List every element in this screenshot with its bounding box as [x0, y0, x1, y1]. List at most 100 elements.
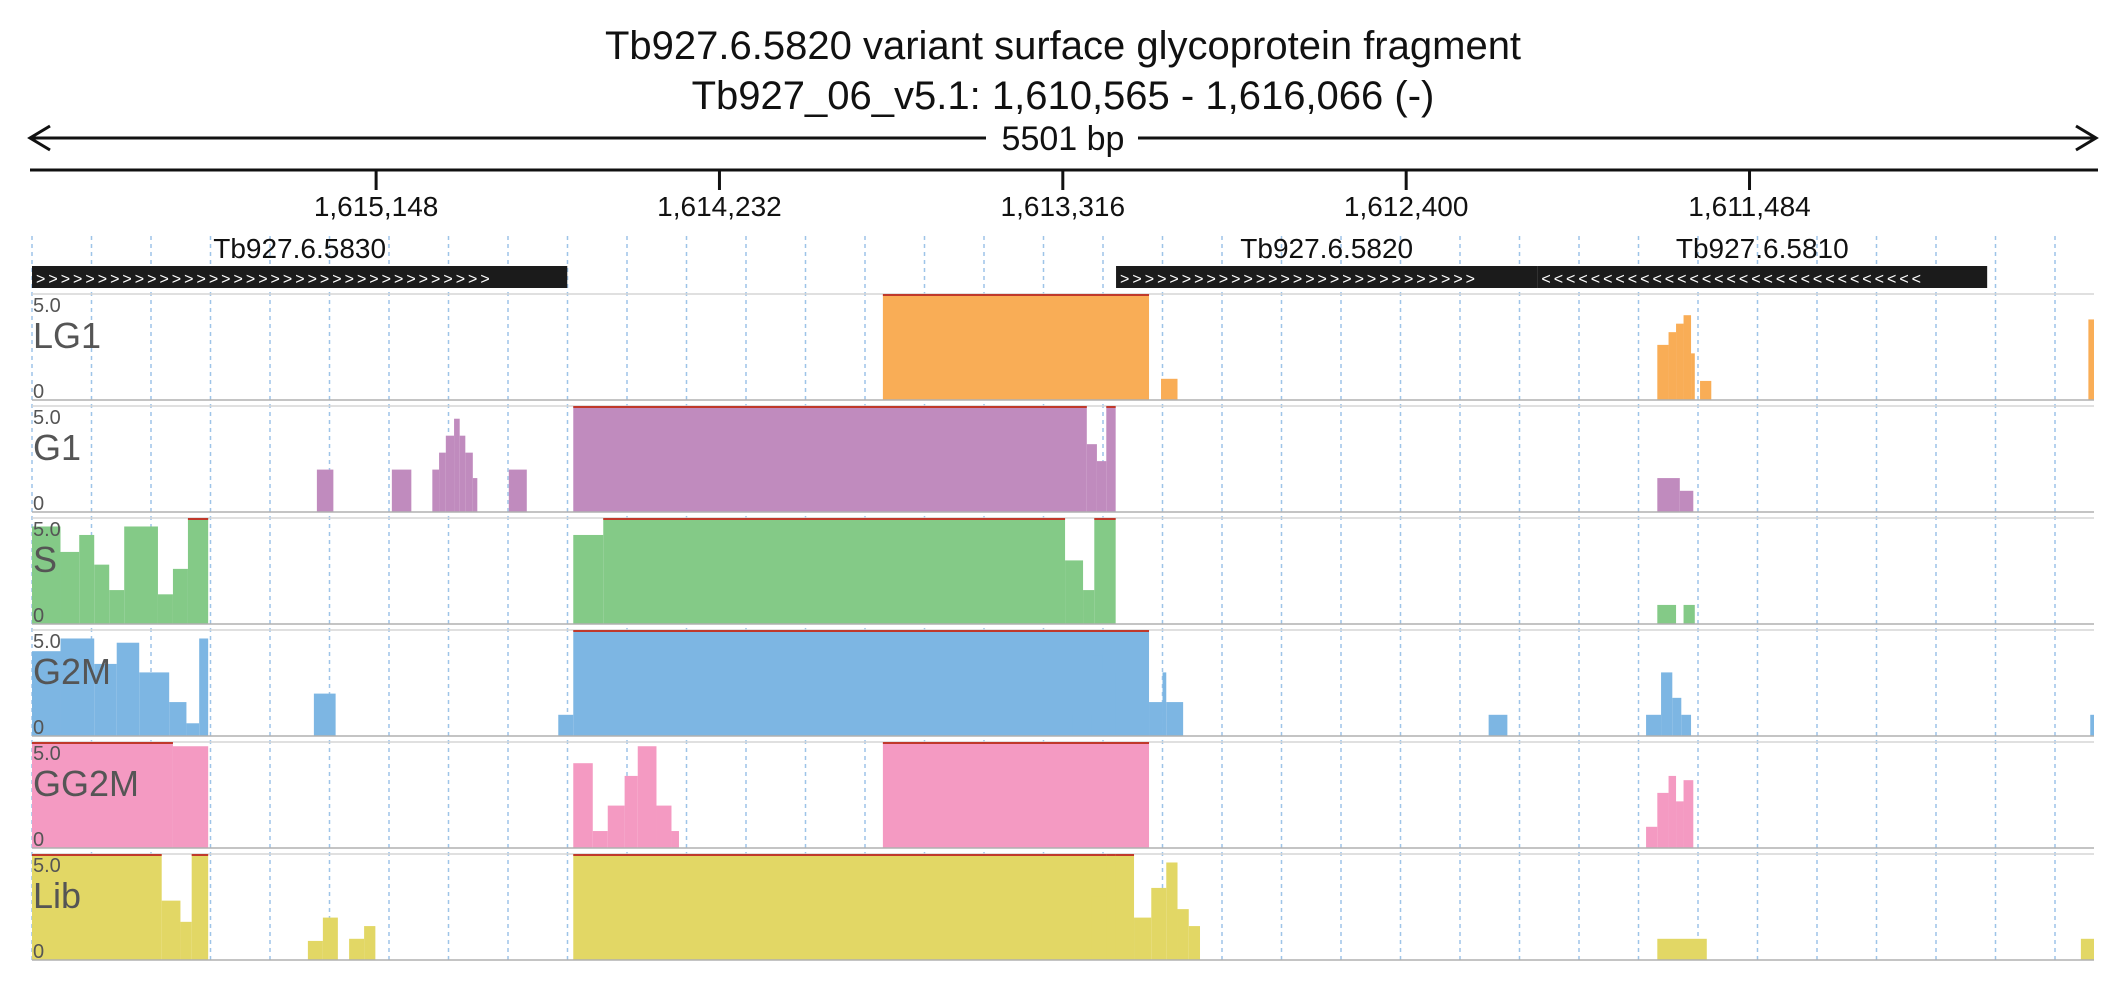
coverage-bar [1072, 714, 1092, 736]
span-right-arrow [2075, 124, 2099, 152]
ruler: 1,615,148 1,614,232 1,613,316 1,612,400 1,61… [30, 168, 2098, 222]
coverage-bar [1488, 714, 1508, 736]
coverage-bar [1676, 323, 1684, 400]
coverage-bar [1086, 444, 1097, 512]
coverage-bar [1091, 655, 1103, 736]
gene-feature [1537, 266, 1988, 288]
coverage-bar [1161, 378, 1178, 400]
coverage-bar [1657, 938, 1707, 960]
coverage-bar [1094, 518, 1116, 624]
track-g2m: 5.0 0 G2M [32, 629, 2094, 739]
coverage-bar [1679, 490, 1694, 512]
coverage-bar [465, 452, 473, 512]
coverage-bar [1691, 353, 1695, 400]
coverage-bar [391, 469, 412, 512]
coverage-bar [116, 642, 140, 736]
coverage-bar [322, 917, 338, 960]
coverage-bar [472, 478, 478, 512]
ruler-tick-label: 1,613,316 [1001, 191, 1126, 222]
ruler-tick-label: 1,612,400 [1344, 191, 1469, 222]
coverage-bar [1134, 917, 1152, 960]
feature-title: Tb927.6.5820 variant surface glycoprotei… [604, 24, 1522, 68]
coverage-bar [1646, 714, 1662, 736]
coverage-bar [199, 638, 209, 736]
coverage-bar [1188, 926, 1201, 960]
coverage-bar [454, 418, 460, 512]
coverage-bar [307, 940, 323, 960]
y-min-label: 0 [33, 829, 44, 851]
location-subtitle: Tb927_06_v5.1: 1,610,565 - 1,616,066 (-) [691, 74, 1435, 118]
coverage-bar [169, 702, 187, 736]
coverage-bar [161, 900, 181, 960]
coverage-bar [1646, 826, 1658, 848]
track-lg1: 5.0 0 LG1 [32, 293, 2094, 403]
strand-arrows: >>>>>>>>>>>>>>>>>>>>>>>>>>>>> [1120, 271, 1478, 288]
gene-label: Tb927.6.5830 [213, 233, 386, 264]
coverage-bar [2080, 938, 2094, 960]
coverage-bar [2090, 714, 2094, 736]
coverage-bar [94, 564, 110, 624]
y-max-label: 5.0 [33, 743, 61, 765]
coverage-bar [1661, 672, 1673, 736]
coverage-bar [94, 663, 117, 736]
coverage-bar [1668, 775, 1677, 848]
coverage-bar [1681, 714, 1692, 736]
y-min-label: 0 [33, 381, 44, 403]
ruler-tick-label: 1,611,484 [1688, 191, 1811, 222]
coverage-bar [1657, 344, 1669, 400]
coverage-bar [558, 714, 574, 736]
coverage-bar [32, 742, 173, 848]
coverage-bar [882, 742, 1150, 848]
coverage-bar [139, 672, 170, 736]
y-max-label: 5.0 [33, 631, 61, 653]
coverage-bar [1083, 590, 1095, 624]
track-name: GG2M [33, 763, 139, 804]
coverage-bar [573, 630, 1150, 736]
coverage-bar [364, 926, 376, 960]
coverage-bar [1151, 887, 1167, 960]
gene-feature [1116, 266, 1538, 288]
coverage-bar [1065, 560, 1084, 624]
span-label: 5501 bp [1002, 120, 1125, 158]
coverage-bar [124, 526, 158, 624]
coverage-bar [573, 406, 1087, 512]
track-g1: 5.0 0 G1 [32, 405, 2094, 515]
coverage-bar [1657, 604, 1677, 624]
coverage-bar [1683, 604, 1695, 624]
track-name: S [33, 539, 57, 580]
coverage-bar [1683, 315, 1692, 400]
y-max-label: 5.0 [33, 295, 61, 317]
coverage-bar [1676, 801, 1684, 848]
coverage-bar [573, 763, 593, 848]
gene-feature [32, 266, 568, 288]
coverage-bar [32, 651, 61, 736]
coverage-bar [607, 805, 625, 848]
coverage-bar [191, 854, 209, 960]
gene-track: >>>>>>>>>>>>>>>>>>>>>>>>>>>>>>>>>>>>> Tb9… [32, 233, 1988, 288]
coverage-bar [316, 469, 334, 512]
track-gg2m: 5.0 0 GG2M [32, 741, 2094, 851]
gene-label: Tb927.6.5810 [1676, 233, 1849, 264]
coverage-bar [186, 723, 200, 736]
coverage-bar [1166, 702, 1184, 736]
coverage-bar [1683, 780, 1694, 848]
coverage-bar [313, 693, 336, 736]
coverage-bar [637, 746, 657, 848]
coverage-bar [882, 294, 1150, 400]
track-s: 5.0 0 S [32, 517, 2094, 627]
coverage-bar [1657, 792, 1669, 848]
coverage-bar [172, 568, 188, 624]
track-lib: 5.0 0 Lib [32, 853, 2094, 963]
coverage-bar [459, 435, 466, 512]
coverage-bar [573, 854, 1135, 960]
coverage-bar [60, 551, 80, 624]
coverage-bar [1102, 672, 1116, 736]
coverage-bar [1162, 672, 1167, 736]
coverage-bar [1091, 896, 1107, 960]
y-min-label: 0 [33, 717, 44, 739]
coverage-bar [1149, 702, 1163, 736]
coverage-bar [1096, 461, 1107, 512]
coverage-bar [671, 831, 679, 848]
y-min-label: 0 [33, 605, 44, 627]
